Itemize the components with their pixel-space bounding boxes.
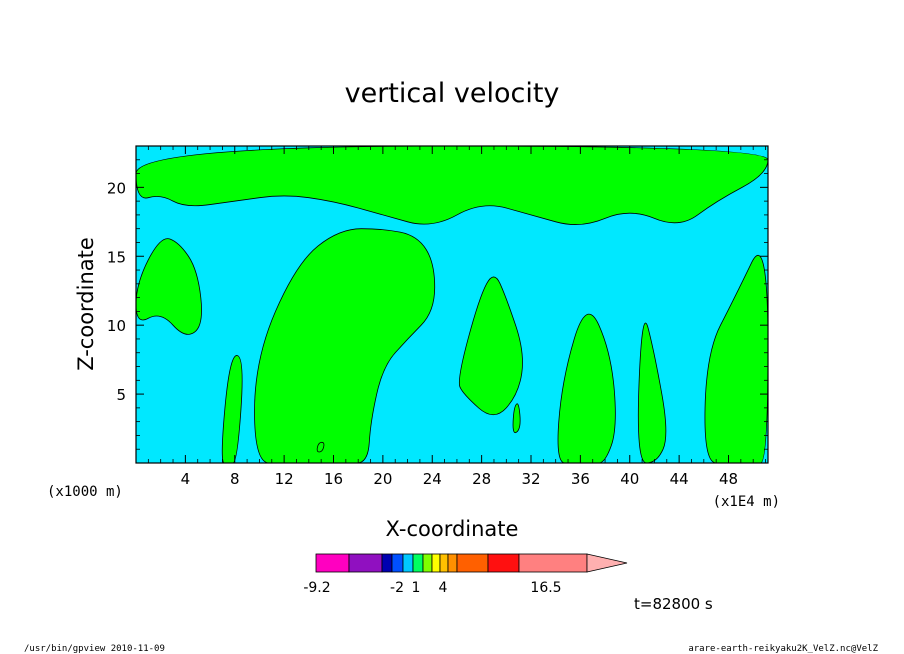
colorbar-swatch: [431, 553, 441, 573]
x-tick-label: 36: [571, 470, 590, 488]
contour-region-7: [637, 322, 667, 463]
y-axis-label: Z-coordinate: [74, 237, 98, 371]
x-axis-label: X-coordinate: [386, 517, 519, 541]
contour-region-8: [704, 254, 768, 463]
colorbar-label: 16.5: [530, 580, 561, 596]
x-tick-label: 24: [423, 470, 442, 488]
colorbar-arrow: [586, 553, 628, 573]
colorbar-swatch: [402, 553, 414, 573]
footer-left: /usr/bin/gpview 2010-11-09: [24, 644, 165, 654]
x-unit-right: (x1E4 m): [713, 494, 780, 510]
colorbar-swatch: [315, 553, 350, 573]
x-axis-ticks: 4 8 12 16 20 24 28 32 36 40 44 48: [147, 146, 766, 488]
plot-frame: [135, 145, 769, 464]
contour-region-6: [557, 313, 616, 463]
colorbar-swatch: [487, 553, 520, 573]
field-regions: [136, 146, 768, 463]
y-tick-label: 15: [107, 248, 126, 266]
colorbar-swatch: [422, 553, 433, 573]
colorbar-swatch: [381, 553, 393, 573]
x-tick-label: 12: [275, 470, 294, 488]
x-unit-left: (x1000 m): [47, 484, 123, 500]
contour-region-2: [254, 228, 436, 463]
y-tick-label: 5: [116, 386, 126, 404]
y-tick-label: 10: [107, 317, 126, 335]
colorbar-swatch: [447, 553, 458, 573]
colorbar-swatch: [391, 553, 404, 573]
x-tick-label: 28: [472, 470, 491, 488]
colorbar-label: 4: [439, 580, 448, 596]
contour-region-3: [136, 238, 202, 335]
contour-region-5: [458, 276, 523, 416]
colorbar-label: 1: [412, 580, 421, 596]
x-tick-label: 44: [670, 470, 689, 488]
contour-region-1: [136, 146, 768, 225]
x-tick-label: 40: [620, 470, 639, 488]
colorbar-swatch: [439, 553, 449, 573]
y-axis-ticks: 5 10 15 20: [107, 159, 768, 450]
contour-region-10: [316, 441, 325, 453]
x-tick-label: 16: [324, 470, 343, 488]
x-tick-label: 48: [719, 470, 738, 488]
colorbar-swatch: [348, 553, 383, 573]
colorbar-label: -2: [390, 580, 404, 596]
colorbar: -9.2 -2 1 4 16.5: [303, 553, 628, 596]
x-tick-label: 8: [230, 470, 240, 488]
chart-title: vertical velocity: [345, 78, 560, 109]
colorbar-swatch: [518, 553, 588, 573]
footer-right: arare-earth-reikyaku2K_VelZ.nc@VelZ: [688, 644, 878, 654]
contour-region-4: [221, 355, 243, 463]
x-tick-label: 32: [521, 470, 540, 488]
x-tick-label: 4: [181, 470, 191, 488]
colorbar-swatch: [456, 553, 489, 573]
colorbar-swatch: [412, 553, 424, 573]
y-tick-label: 20: [107, 179, 126, 197]
colorbar-label: -9.2: [303, 580, 330, 596]
x-tick-label: 20: [373, 470, 392, 488]
contour-region-9: [512, 403, 521, 434]
time-label: t=82800 s: [634, 595, 713, 613]
